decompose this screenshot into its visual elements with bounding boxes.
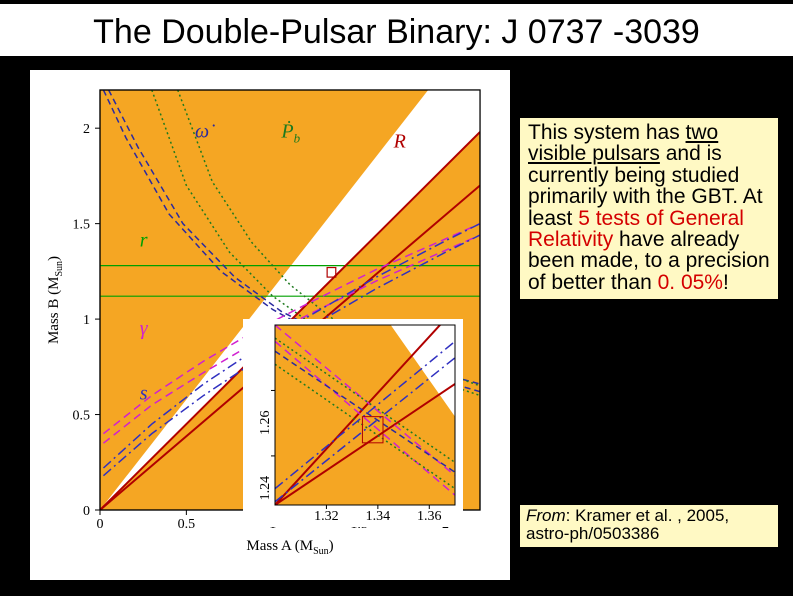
svg-text:1.36: 1.36	[417, 509, 442, 524]
svg-text:r: r	[140, 230, 148, 252]
desc-precision: 0. 05%	[658, 271, 723, 294]
desc-text-1: This system has	[528, 121, 686, 144]
svg-text:1: 1	[83, 313, 90, 328]
svg-text:1.24: 1.24	[258, 476, 273, 501]
svg-text:0.5: 0.5	[73, 409, 91, 424]
citation-box: From: Kramer et al. , 2005, astro-ph/050…	[520, 505, 778, 547]
svg-text:R: R	[393, 130, 406, 152]
chart-container: 00.511.5200.511.52Mass A (MSun)Mass B (M…	[30, 70, 510, 580]
page-title: The Double-Pulsar Binary: J 0737 -3039	[0, 4, 793, 56]
svg-text:1.34: 1.34	[366, 509, 391, 524]
svg-text:1.5: 1.5	[73, 218, 91, 233]
description-box: This system has two visible pulsars and …	[520, 118, 778, 299]
svg-text:2: 2	[83, 122, 90, 137]
svg-text:0.5: 0.5	[178, 517, 196, 532]
svg-text:1.26: 1.26	[258, 410, 273, 435]
svg-text:γ: γ	[140, 317, 149, 339]
svg-text:s: s	[140, 382, 148, 404]
mass-mass-plot: 00.511.5200.511.52Mass A (MSun)Mass B (M…	[30, 70, 510, 580]
desc-bang: !	[723, 271, 729, 294]
svg-text:Mass B (MSun): Mass B (MSun)	[46, 256, 65, 344]
svg-text:Mass A (MSun): Mass A (MSun)	[246, 538, 333, 557]
citation-from: From	[526, 506, 566, 525]
svg-text:1.32: 1.32	[314, 509, 339, 524]
svg-text:0: 0	[83, 504, 90, 519]
svg-text:0: 0	[97, 517, 104, 532]
